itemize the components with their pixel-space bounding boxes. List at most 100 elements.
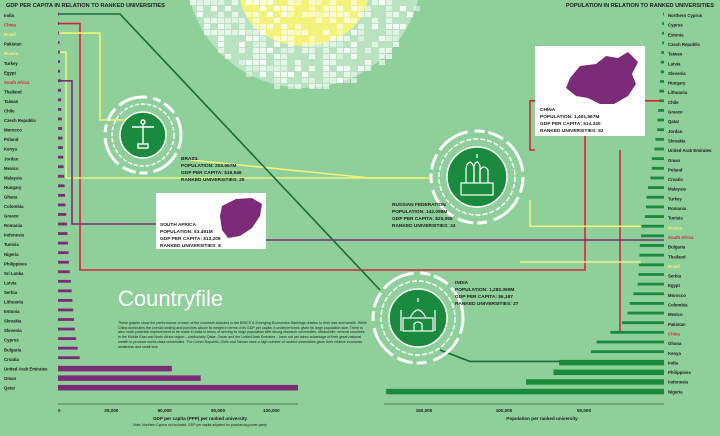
gdp-bar-morocco: [58, 127, 63, 130]
globe-tile: [323, 12, 329, 17]
south-africa-connector-left: [58, 80, 156, 225]
gdp-label-poland: Poland: [4, 137, 19, 142]
globe-tile: [253, 36, 259, 41]
pop-bar-greece: [658, 109, 664, 112]
pop-bar-slovakia: [655, 137, 664, 141]
globe-tile: [323, 60, 329, 65]
globe-tile: [337, 42, 343, 47]
gdp-label-croatia: Croatia: [4, 357, 19, 362]
globe-tile: [337, 66, 343, 71]
globe-tile: [288, 84, 294, 89]
globe-tile: [351, 72, 357, 77]
globe-tile: [295, 84, 301, 89]
russia-callout: RUSSIAN FEDERATION POPULATION: 142.098M …: [392, 202, 456, 229]
gdp-bar-indonesia: [58, 232, 68, 235]
gdp-bar-brazil: [58, 31, 60, 35]
gdp-label-egypt: Egypt: [4, 70, 17, 75]
globe-tile: [330, 54, 336, 59]
pop-label-indonesia: Indonesia: [668, 380, 689, 385]
globe-graphic: [189, 0, 420, 89]
pop-label-morocco: Morocco: [668, 293, 686, 298]
globe-tile: [302, 30, 308, 35]
pop-label-latvia: Latvia: [668, 61, 681, 66]
pop-bar-oman: [651, 157, 664, 161]
globe-tile: [330, 42, 336, 47]
gdp-label-slovenia: Slovenia: [4, 328, 22, 333]
population-bar-chart: Northern Cyprus Cyprus Estonia Czech Republ…: [384, 12, 712, 421]
south-africa-name: SOUTH AFRICA: [160, 222, 197, 228]
gdp-bar-russia: [58, 50, 60, 54]
globe-tile: [288, 36, 294, 41]
pop-bar-russia: [641, 224, 664, 228]
globe-tile: [372, 24, 378, 29]
globe-tile: [365, 66, 371, 71]
globe-tile: [358, 66, 364, 71]
globe-tile: [323, 78, 329, 83]
globe-tile: [260, 6, 266, 11]
pop-label-brazil: Brazil: [668, 264, 680, 269]
globe-tile: [246, 72, 252, 77]
globe-tile: [414, 6, 420, 11]
globe-tile: [260, 30, 266, 35]
globe-tile: [281, 60, 287, 65]
gdp-bar-egypt: [58, 69, 61, 73]
gdp-tick-2: 60,000: [158, 408, 172, 413]
gdp-bar-serbia: [58, 289, 72, 293]
globe-tile: [232, 18, 238, 23]
globe-tile: [323, 72, 329, 77]
gdp-bar-latvia: [58, 279, 71, 283]
gdp-label-brazil: Brazil: [4, 32, 16, 37]
globe-tile: [260, 48, 266, 53]
globe-tile: [316, 0, 322, 5]
globe-tile: [344, 18, 350, 23]
gdp-x-label: GDP per capita (PPP) per ranked universi…: [153, 416, 248, 421]
globe-tile: [358, 36, 364, 41]
globe-tile: [323, 48, 329, 53]
pop-label-croatia: Croatia: [668, 177, 683, 182]
pop-label-northern-cyprus: Northern Cyprus: [668, 13, 703, 18]
pop-label-cyprus: Cyprus: [668, 23, 683, 28]
globe-tile: [190, 0, 196, 5]
globe-tile: [274, 54, 280, 59]
globe-tile: [309, 12, 315, 17]
gdp-tick-4: 120,000: [263, 408, 280, 413]
pop-bar-mexico: [627, 311, 664, 315]
gdp-label-china: China: [4, 23, 17, 28]
south-africa-callout: SOUTH AFRICA POPULATION: 53.491M GDP PER…: [160, 222, 221, 249]
globe-tile: [295, 30, 301, 35]
brazil-callout: BRAZIL POPULATION: 203.657M GDP PER CAPI…: [181, 156, 245, 183]
globe-tile: [316, 12, 322, 17]
globe-tile: [288, 48, 294, 53]
globe-tile: [246, 12, 252, 17]
globe-tile: [281, 12, 287, 17]
globe-tile: [386, 0, 392, 5]
globe-tile: [316, 42, 322, 47]
pop-bar-morocco: [633, 292, 664, 296]
india-ranked: RANKED UNIVERSITIES: 27: [455, 301, 519, 307]
globe-tile: [358, 12, 364, 17]
globe-tile: [218, 36, 224, 41]
globe-tile: [239, 18, 245, 23]
globe-tile: [393, 24, 399, 29]
globe-tile: [344, 36, 350, 41]
russia-connector-right: [529, 200, 664, 228]
globe-tile: [218, 42, 224, 47]
pop-bar-cyprus: [662, 22, 664, 25]
globe-tile: [400, 24, 406, 29]
globe-tile: [218, 48, 224, 53]
globe-tile: [281, 24, 287, 29]
gdp-label-russia: Russia: [4, 51, 19, 56]
pop-label-malaysia: Malaysia: [668, 187, 687, 192]
intro-text: These graphs show the performance of eac…: [118, 321, 367, 349]
brazil-ranked: RANKED UNIVERSITIES: 25: [181, 177, 245, 183]
pop-label-slovakia: Slovakia: [668, 138, 686, 143]
globe-tile: [225, 30, 231, 35]
globe-tile: [253, 0, 259, 5]
globe-tile: [225, 24, 231, 29]
gdp-bar-hungary: [58, 184, 65, 188]
pop-label-romania: Romania: [668, 206, 687, 211]
pop-label-serbia: Serbia: [668, 274, 682, 279]
pop-bar-qatar: [657, 118, 664, 122]
gdp-label-malaysia: Malaysia: [4, 175, 23, 180]
